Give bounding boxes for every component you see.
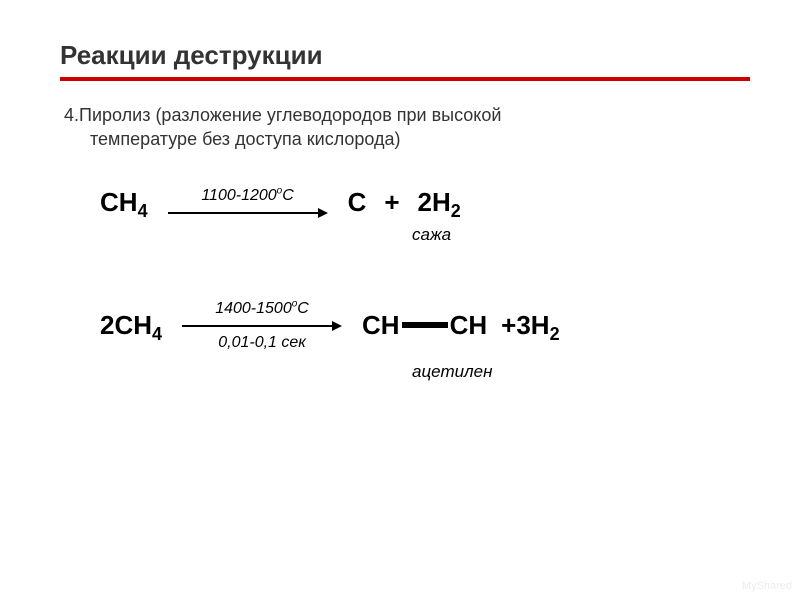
prod1b-sub: 2	[451, 201, 461, 221]
reactant-1-sub: 4	[138, 201, 148, 221]
condition-2-below: 0,01-0,1 сек	[218, 334, 306, 352]
reaction-1: CH4 1100-1200оС С + 2H2	[100, 187, 750, 219]
prod2h-text: +3H	[501, 310, 549, 340]
arrow-icon	[182, 320, 342, 332]
ch-left: CH	[362, 310, 400, 341]
plus-1: +	[384, 187, 399, 218]
cond2-unit: С	[297, 300, 309, 317]
prod2h-sub: 2	[550, 324, 560, 344]
product-2-h2: +3H2	[501, 310, 559, 341]
cond1-temp: 1100-1200	[201, 187, 276, 204]
desc-line1: 4.Пиролиз (разложение углеводородов при …	[64, 105, 501, 125]
ch-right: CH	[450, 310, 488, 341]
watermark: MyShared	[742, 580, 792, 592]
reactant-2-sub: 4	[152, 324, 162, 344]
arrow-icon	[168, 207, 328, 219]
reactant-2-text: 2CH	[100, 310, 152, 340]
annotation-1: сажа	[412, 225, 750, 245]
reactant-1-text: CH	[100, 187, 138, 217]
reactant-1: CH4	[100, 187, 148, 218]
reactant-2: 2CH4	[100, 310, 162, 341]
product-1b: 2H2	[418, 187, 461, 218]
description: 4.Пиролиз (разложение углеводородов при …	[60, 103, 750, 152]
product-1a: С	[348, 187, 367, 218]
triple-bond-icon	[402, 322, 448, 328]
acetylene-formula: CH CH	[362, 310, 487, 341]
title-underline	[60, 77, 750, 81]
arrow-block-2: 1400-1500оС 0,01-0,1 сек	[182, 300, 342, 352]
annotation-2: ацетилен	[412, 362, 750, 382]
reaction-2: 2CH4 1400-1500оС 0,01-0,1 сек CH CH +3H2	[100, 300, 750, 352]
products-2: CH CH +3H2	[362, 310, 560, 341]
products-1: С + 2H2	[348, 187, 461, 218]
cond2-temp: 1400-1500	[215, 300, 292, 317]
cond1-unit: С	[282, 187, 294, 204]
desc-line2: температуре без доступа кислорода)	[64, 127, 750, 151]
condition-2: 1400-1500оС	[215, 300, 309, 318]
prod1b-text: 2H	[418, 187, 451, 217]
slide-title: Реакции деструкции	[60, 40, 750, 71]
slide-container: Реакции деструкции 4.Пиролиз (разложение…	[0, 0, 800, 412]
condition-1: 1100-1200оС	[201, 187, 293, 205]
arrow-block-1: 1100-1200оС	[168, 187, 328, 219]
